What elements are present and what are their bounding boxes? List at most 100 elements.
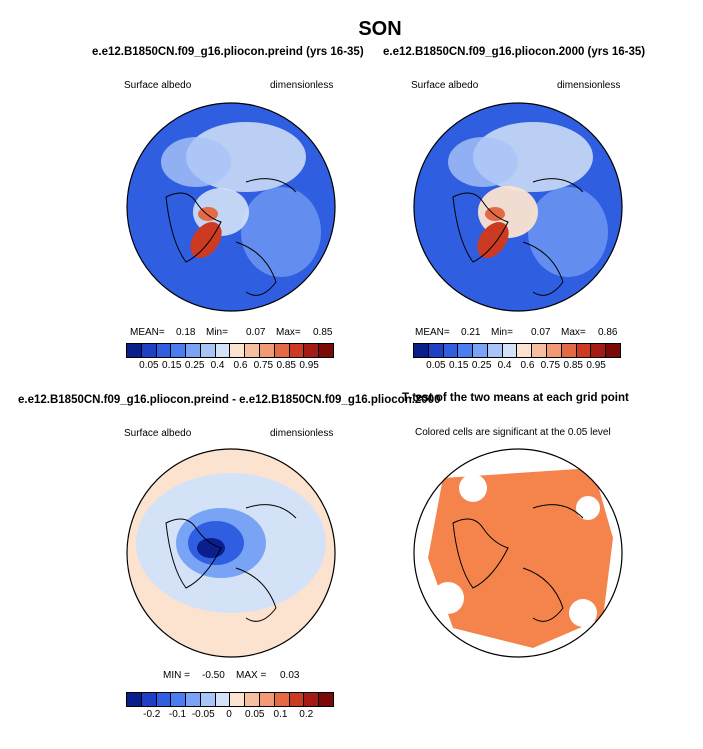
panel3-run-title: e.e12.B1850CN.f09_g16.pliocon.preind - e… — [18, 394, 441, 406]
panel2-run-title: e.e12.B1850CN.f09_g16.pliocon.2000 (yrs … — [383, 46, 646, 58]
panel4-coastline — [532, 504, 584, 519]
colorbar-segment — [230, 693, 246, 706]
panel2-mean-label: MEAN= — [415, 327, 450, 338]
main-title: SON — [358, 18, 402, 40]
panel4-significant-region — [428, 468, 613, 648]
colorbar-tick-label: 0.6 — [520, 360, 535, 371]
panel1-mean-label: MEAN= — [130, 327, 165, 338]
panel2-coastline — [532, 178, 584, 193]
colorbar-tick-label: 0.15 — [162, 360, 182, 371]
colorbar-tick-label: 0.4 — [210, 360, 225, 371]
panel1-max-label: Max= — [276, 327, 301, 338]
colorbar-segment — [289, 693, 305, 706]
colorbar-segment — [215, 344, 231, 357]
colorbar-tick-label: -0.05 — [191, 709, 215, 720]
colorbar-segment — [458, 344, 474, 357]
panel1-run-title: e.e12.B1850CN.f09_g16.pliocon.preind (yr… — [92, 46, 364, 58]
panel1-max-value: 0.85 — [313, 327, 333, 338]
panel3-polar-map — [126, 448, 336, 658]
panel1-coastline — [235, 241, 277, 296]
panel4-insignificant-patch — [459, 474, 487, 502]
panel1-colorbar-ticks: 0.05 0.15 0.25 0.4 0.6 0.75 0.85 0.95 — [126, 360, 332, 372]
panel1-mean-value: 0.18 — [176, 327, 196, 338]
panel2-colorbar-ticks: 0.05 0.15 0.25 0.4 0.6 0.75 0.85 0.95 — [413, 360, 619, 372]
panel2-coastline — [452, 192, 509, 263]
colorbar-segment — [576, 344, 592, 357]
panel2-land-region — [448, 137, 518, 187]
panel2-colorbar — [413, 343, 621, 358]
colorbar-segment — [274, 693, 290, 706]
colorbar-segment — [591, 344, 607, 357]
panel3-coastline — [235, 567, 277, 622]
panel1-min-label: Min= — [206, 327, 228, 338]
panel2-max-value: 0.86 — [598, 327, 618, 338]
panel4-insignificant-patch — [576, 496, 600, 520]
panel3-max-label: MAX = — [236, 670, 267, 681]
colorbar-segment — [547, 344, 562, 357]
colorbar-segment — [606, 344, 620, 357]
panel3-coastline — [245, 504, 297, 519]
colorbar-tick-label: 0.85 — [276, 360, 296, 371]
panel4-map-border — [413, 448, 623, 658]
colorbar-segment — [245, 344, 261, 357]
colorbar-tick-label: -0.1 — [168, 709, 187, 720]
colorbar-segment — [156, 693, 172, 706]
colorbar-segment — [171, 693, 187, 706]
panel1-greenland-region — [190, 221, 222, 259]
panel2-units-label: dimensionless — [557, 80, 621, 91]
colorbar-tick-label: 0.85 — [563, 360, 583, 371]
colorbar-segment — [186, 344, 201, 357]
panel3-units-label: dimensionless — [270, 428, 334, 439]
panel3-colorbar — [126, 692, 334, 707]
panel3-coastline — [165, 518, 222, 589]
panel3-max-value: 0.03 — [280, 670, 300, 681]
colorbar-segment — [215, 693, 231, 706]
colorbar-segment — [473, 344, 488, 357]
panel3-variable-label: Surface albedo — [124, 428, 192, 439]
colorbar-segment — [428, 344, 444, 357]
panel4-coastline — [452, 518, 509, 589]
colorbar-tick-label: 0 — [226, 709, 232, 720]
panel3-colorbar-ticks: -0.2 -0.1 -0.05 0 0.05 0.1 0.2 — [126, 709, 332, 721]
colorbar-tick-label: 0.95 — [299, 360, 319, 371]
colorbar-segment — [127, 693, 142, 706]
panel2-map-border — [413, 102, 623, 312]
panel2-greenland-region — [477, 221, 509, 259]
colorbar-segment — [260, 693, 275, 706]
colorbar-segment — [156, 344, 172, 357]
colorbar-tick-label: 0.4 — [497, 360, 512, 371]
colorbar-segment — [289, 344, 305, 357]
panel1-land-region — [161, 137, 231, 187]
colorbar-segment — [443, 344, 459, 357]
colorbar-tick-label: 0.95 — [586, 360, 606, 371]
colorbar-segment — [304, 344, 320, 357]
panel2-mean-value: 0.21 — [461, 327, 481, 338]
colorbar-tick-label: 0.25 — [184, 360, 205, 371]
colorbar-segment — [171, 344, 187, 357]
panel1-land-region — [241, 187, 321, 277]
panel1-min-value: 0.07 — [246, 327, 266, 338]
colorbar-segment — [517, 344, 533, 357]
colorbar-tick-label: 0.05 — [245, 709, 265, 720]
panel4-polar-map — [413, 448, 623, 658]
panel1-coastline — [245, 178, 297, 193]
panel1-variable-label: Surface albedo — [124, 80, 192, 91]
panel2-max-label: Max= — [561, 327, 586, 338]
colorbar-segment — [319, 693, 333, 706]
panel4-run-title: T-test of the two means at each grid poi… — [402, 392, 629, 404]
panel2-min-label: Min= — [491, 327, 513, 338]
colorbar-tick-label: 0.05 — [139, 360, 159, 371]
colorbar-segment — [260, 344, 275, 357]
panel3-min-value: -0.50 — [202, 670, 225, 681]
panel4-subtitle: Colored cells are significant at the 0.0… — [415, 427, 611, 438]
colorbar-tick-label: -0.2 — [143, 709, 161, 720]
panel1-colorbar — [126, 343, 334, 358]
colorbar-segment — [245, 693, 261, 706]
colorbar-segment — [274, 344, 290, 357]
panel4-insignificant-patch — [569, 599, 597, 627]
colorbar-segment — [304, 693, 320, 706]
panel3-min-label: MIN = — [163, 670, 190, 681]
colorbar-segment — [200, 693, 216, 706]
panel1-polar-map — [126, 102, 336, 312]
colorbar-tick-label: 0.25 — [471, 360, 492, 371]
